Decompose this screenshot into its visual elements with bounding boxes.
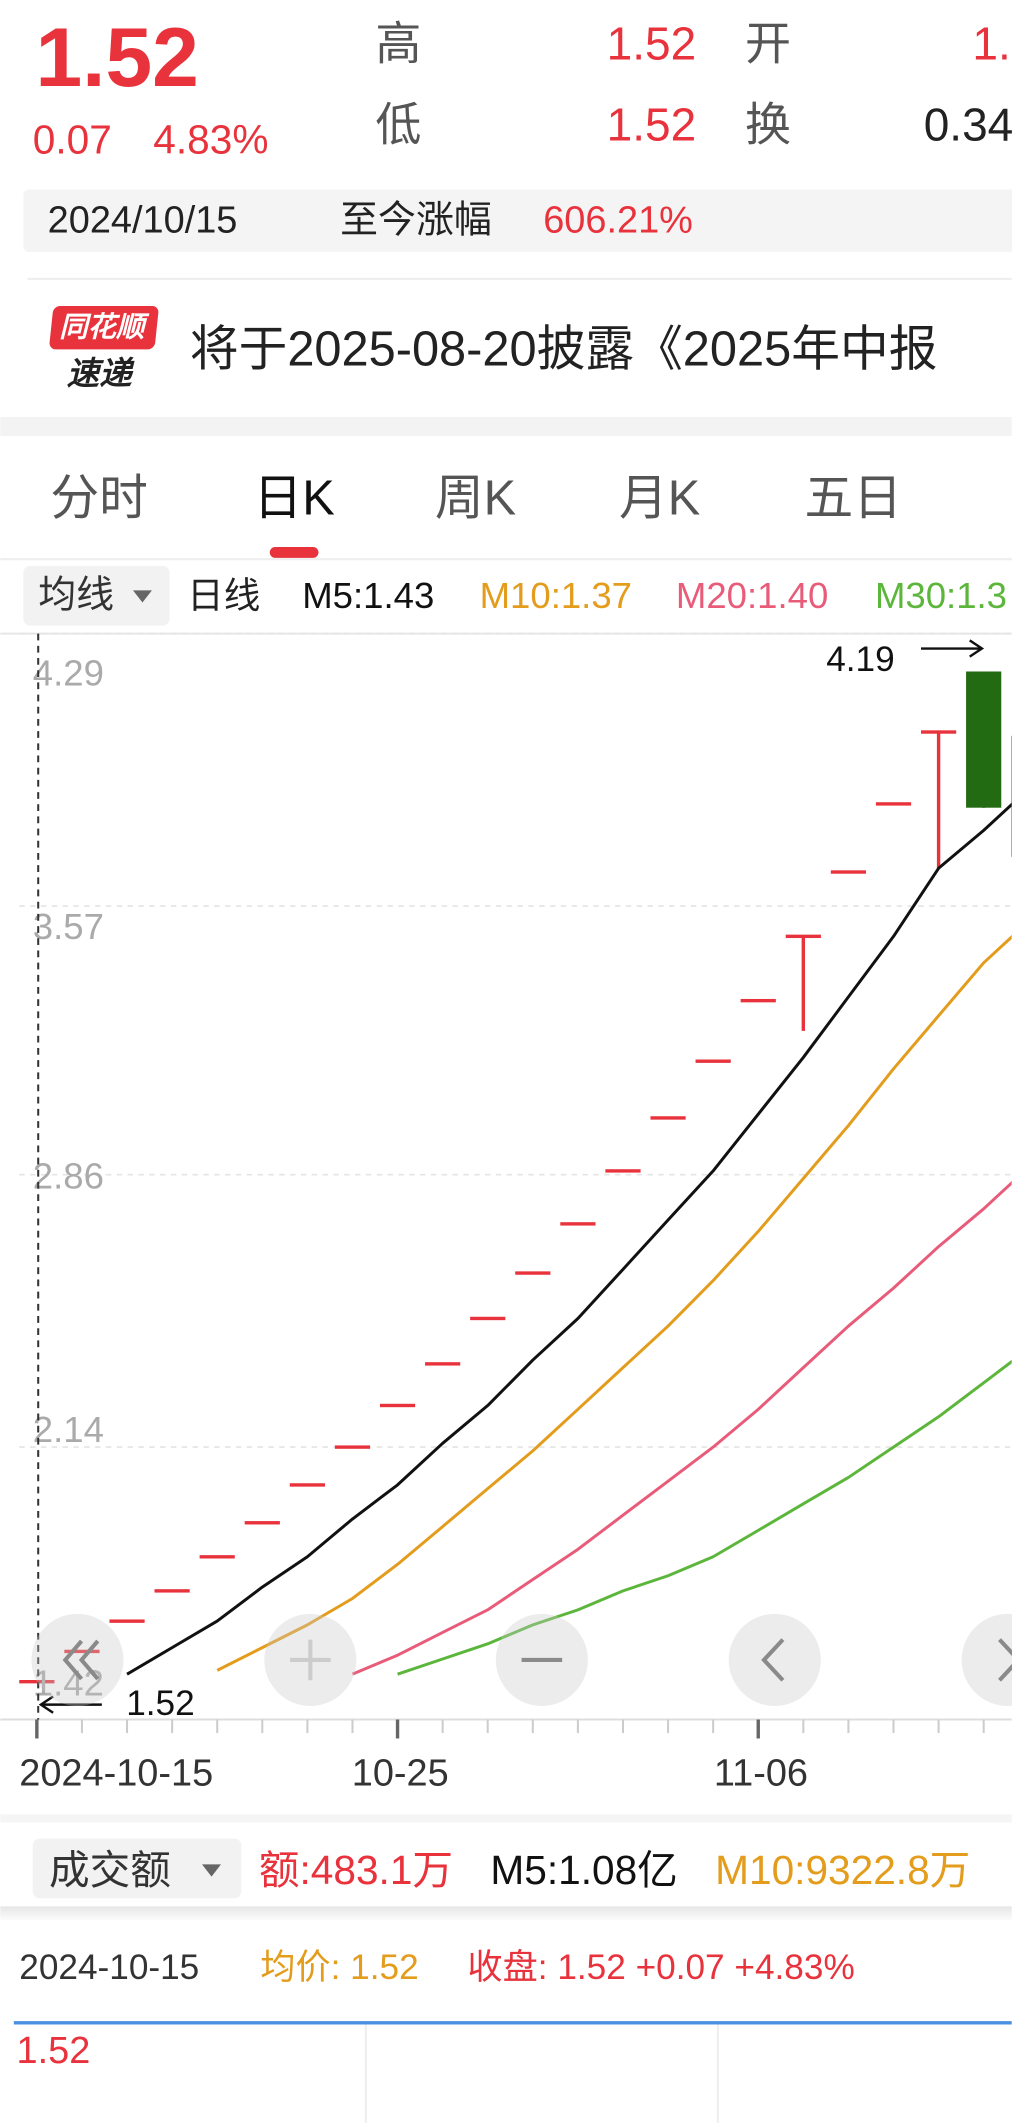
high-label: 高 [375, 17, 421, 69]
dropdown-arrow [132, 590, 152, 603]
candle-body [425, 1362, 461, 1366]
open-label: 开 [745, 17, 791, 69]
candle-body [379, 1403, 416, 1408]
high-value: 1.52 [607, 17, 697, 69]
since-date: 2024/10/15 [48, 200, 238, 242]
candle-body [470, 1316, 506, 1321]
since-value: 606.21% [543, 200, 693, 242]
ma5-label: M5:1.43 [302, 575, 434, 616]
volume-amount: 额:483.1万 [259, 1847, 453, 1893]
max-annotation: 4.19 [826, 640, 894, 679]
candle-body [920, 730, 957, 734]
news-text: 将于2025-08-20披露《2025年中报 [190, 322, 938, 376]
change-pct: 4.83% [153, 116, 268, 162]
dropdown-arrow [202, 1864, 221, 1877]
icon [761, 1638, 785, 1682]
since-bar [23, 189, 1012, 252]
ma-line [397, 1359, 1012, 1676]
volume-m10: M10:9322.8万 [715, 1847, 970, 1893]
ma-button-label: 均线 [38, 575, 114, 617]
icon [62, 1639, 100, 1681]
candle-body [1011, 735, 1012, 857]
candle-body [966, 671, 1002, 808]
tooltip-avg: 均价: 1.52 [260, 1948, 418, 1987]
tooltip-close: 收盘: 1.52 +0.07 +4.83% [467, 1948, 854, 1987]
candle-body [109, 1619, 145, 1623]
y-tick-label: 4.29 [33, 652, 104, 693]
x-tick-label: 2024-10-15 [19, 1753, 213, 1795]
candle-body [19, 1679, 55, 1684]
icon [998, 1638, 1012, 1682]
change: 0.07 [33, 116, 112, 162]
min-arrow [38, 1695, 102, 1714]
tab[interactable]: 周K [435, 471, 516, 525]
ma-line [351, 1180, 1012, 1676]
candle-body [695, 1059, 731, 1063]
ma-line [126, 802, 1012, 1676]
scroll-start-button[interactable] [31, 1613, 124, 1706]
volume-button-label: 成交额 [49, 1847, 171, 1893]
candle-body [154, 1589, 190, 1593]
ma20-label: M20:1.40 [676, 575, 828, 616]
ma-line [216, 934, 1012, 1672]
tab-underline [269, 546, 319, 558]
ma30-label: M30:1.3 [875, 575, 1007, 616]
plot-area [19, 671, 1012, 1684]
tab[interactable]: 分时 [50, 471, 147, 525]
turnover-label: 换 [745, 99, 791, 151]
intraday-price: 1.52 [17, 2030, 91, 2072]
turnover-value: 0.34 [924, 99, 1012, 151]
panel-shadow [0, 1906, 1012, 1923]
scroll-right-button[interactable] [961, 1613, 1012, 1706]
x-tick-label: 11-06 [714, 1753, 808, 1795]
chart-controls [31, 1613, 1012, 1706]
ma10-label: M10:1.37 [480, 575, 632, 616]
candle-body [199, 1555, 235, 1559]
low-value: 1.52 [607, 99, 697, 151]
candle-body [830, 870, 867, 874]
volume-m5: M5:1.08亿 [490, 1847, 677, 1893]
tab[interactable]: 月K [619, 471, 700, 525]
news-row[interactable]: 同花顺 速递 将于2025-08-20披露《2025年中报 [49, 305, 938, 392]
candle-body [875, 802, 912, 806]
candle-body [64, 1649, 100, 1654]
tab-selected[interactable]: 日K [253, 471, 334, 525]
section-gap [0, 417, 1012, 436]
period: 日线 [187, 575, 260, 616]
candle-body [515, 1271, 551, 1275]
candle-body [650, 1116, 686, 1120]
candle-body [334, 1445, 371, 1449]
candle-body [289, 1483, 325, 1487]
candle-body [740, 998, 776, 1003]
kline-chart: 2024-10-15 10-25 11-064.293.572.862.141.42 [0, 632, 1012, 1795]
max-arrow [920, 639, 985, 658]
candle-body [605, 1169, 641, 1173]
y-tick-label: 2.14 [33, 1409, 104, 1450]
x-tick-label: 10-25 [352, 1753, 449, 1795]
candle-body [785, 934, 821, 939]
open-value: 1. [972, 17, 1010, 69]
y-tick-label: 3.57 [33, 906, 104, 947]
candle-body [560, 1222, 596, 1226]
volume-button[interactable] [32, 1838, 242, 1899]
scroll-left-button[interactable] [728, 1613, 821, 1706]
logo-bottom: 速递 [67, 356, 135, 392]
candle-body [244, 1521, 280, 1525]
tab[interactable]: 五日 [805, 471, 902, 525]
min-annotation: 1.52 [126, 1684, 195, 1723]
low-label: 低 [375, 99, 421, 151]
y-tick-label: 2.86 [33, 1156, 104, 1197]
price: 1.52 [36, 10, 199, 104]
tooltip-date: 2024-10-15 [19, 1948, 199, 1987]
logo-top: 同花顺 [59, 312, 150, 344]
logo-box [49, 305, 159, 350]
ma-button[interactable] [23, 565, 170, 626]
since-label: 至今涨幅 [340, 200, 492, 242]
icon [290, 1639, 331, 1681]
section-gap [0, 1814, 1012, 1823]
